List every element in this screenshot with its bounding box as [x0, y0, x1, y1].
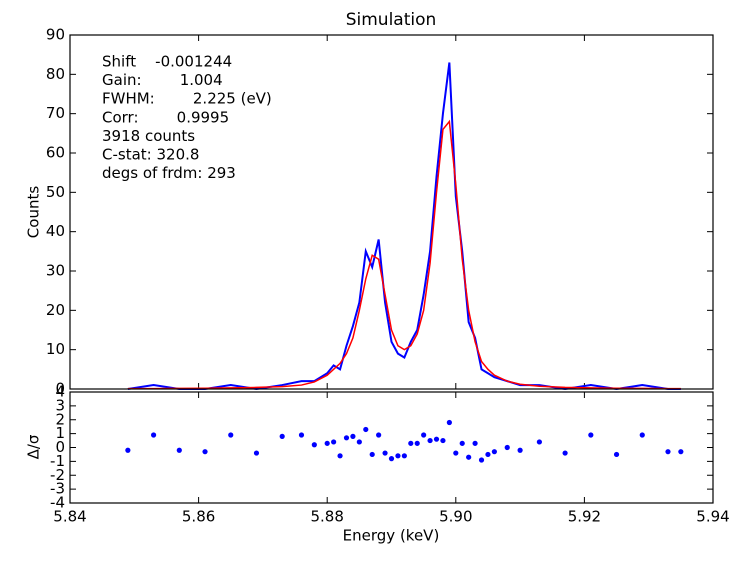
y-tick-label: 20: [46, 301, 65, 319]
y-tick-label: 10: [46, 340, 65, 358]
x-tick-label: 5.90: [439, 508, 472, 526]
y-axis-label: Counts: [25, 186, 43, 239]
residual-point: [228, 432, 234, 438]
x-tick-label: 5.86: [182, 508, 215, 526]
residual-point: [324, 440, 330, 446]
residual-point: [588, 432, 594, 438]
residual-point: [125, 447, 131, 453]
residual-point: [485, 451, 491, 458]
y-tick-label: -3: [50, 480, 65, 498]
y-tick-label: 50: [46, 183, 65, 201]
residual-point: [639, 432, 645, 438]
residual-point: [343, 435, 350, 441]
plot-frame: [69, 391, 714, 504]
data-line: [127, 119, 681, 390]
chart-title: Simulation: [346, 10, 437, 30]
residual-point: [466, 454, 472, 460]
x-tick-label: 5.92: [568, 508, 601, 526]
residual-point: [388, 456, 395, 462]
residual-point: [491, 449, 497, 455]
residual-point: [369, 451, 375, 458]
y-tick-label: 30: [46, 262, 65, 280]
x-tick-label: 5.84: [53, 508, 86, 526]
residual-point: [382, 450, 388, 456]
residual-point: [459, 440, 465, 446]
y-tick-label: 1: [55, 424, 65, 442]
annotation: C-stat: 320.8: [102, 146, 199, 164]
residual-point: [395, 453, 401, 459]
residual-point: [478, 457, 485, 463]
residual-point: [427, 437, 433, 444]
residual-point: [517, 447, 523, 453]
x-tick-label: 5.88: [310, 508, 343, 526]
annotation: degs of frdm: 293: [102, 164, 236, 182]
y-tick-label: -2: [50, 466, 65, 484]
residual-point: [536, 439, 542, 445]
residual-point: [401, 453, 407, 459]
residual-point: [350, 433, 356, 439]
residual-point: [665, 449, 671, 455]
residual-point: [253, 450, 260, 456]
residual-point: [504, 444, 510, 451]
residual-point: [433, 436, 440, 442]
residual-point: [298, 432, 305, 438]
y-tick-label: 2: [55, 410, 65, 428]
residual-point: [414, 440, 420, 446]
residual-point: [446, 419, 452, 426]
residual-point: [311, 442, 317, 448]
annotation: FWHM: 2.225 (eV): [102, 90, 272, 108]
x-tick-label: 5.94: [696, 508, 729, 526]
residual-point: [337, 453, 343, 459]
y-tick-label: 60: [46, 144, 65, 162]
residual-point: [421, 432, 427, 438]
residual-point: [279, 433, 285, 439]
residual-point: [363, 426, 369, 433]
y-tick-label: 90: [46, 26, 65, 44]
residual-point: [472, 440, 478, 446]
annotation: Shift -0.001244: [102, 53, 232, 71]
residual-point: [176, 447, 182, 453]
residual-point: [150, 432, 157, 438]
annotation: Gain: 1.004: [102, 71, 223, 89]
y-axis-label: Δ/σ: [25, 434, 43, 459]
annotation: 3918 counts: [102, 127, 195, 145]
residual-point: [613, 451, 620, 458]
y-tick-label: 0: [55, 380, 65, 398]
residual-point: [376, 432, 382, 438]
y-tick-label: -1: [50, 452, 65, 470]
residual-point: [562, 450, 568, 456]
residual-point: [440, 437, 446, 444]
y-tick-label: 80: [46, 65, 65, 83]
residual-point: [408, 440, 414, 446]
annotation: Corr: 0.9995: [102, 108, 229, 126]
y-tick-label: 4: [55, 383, 65, 401]
y-tick-label: 0: [55, 438, 65, 456]
residual-point: [331, 439, 337, 445]
residual-point: [453, 450, 459, 456]
y-tick-label: -4: [50, 494, 65, 512]
residual-point: [678, 449, 684, 455]
x-axis-label: Energy (keV): [343, 527, 440, 545]
y-tick-label: 70: [46, 104, 65, 122]
residual-point: [202, 449, 208, 455]
y-tick-label: 40: [46, 222, 65, 240]
y-tick-label: 3: [55, 396, 65, 414]
residual-point: [356, 439, 362, 445]
plot-frame: [69, 34, 714, 390]
